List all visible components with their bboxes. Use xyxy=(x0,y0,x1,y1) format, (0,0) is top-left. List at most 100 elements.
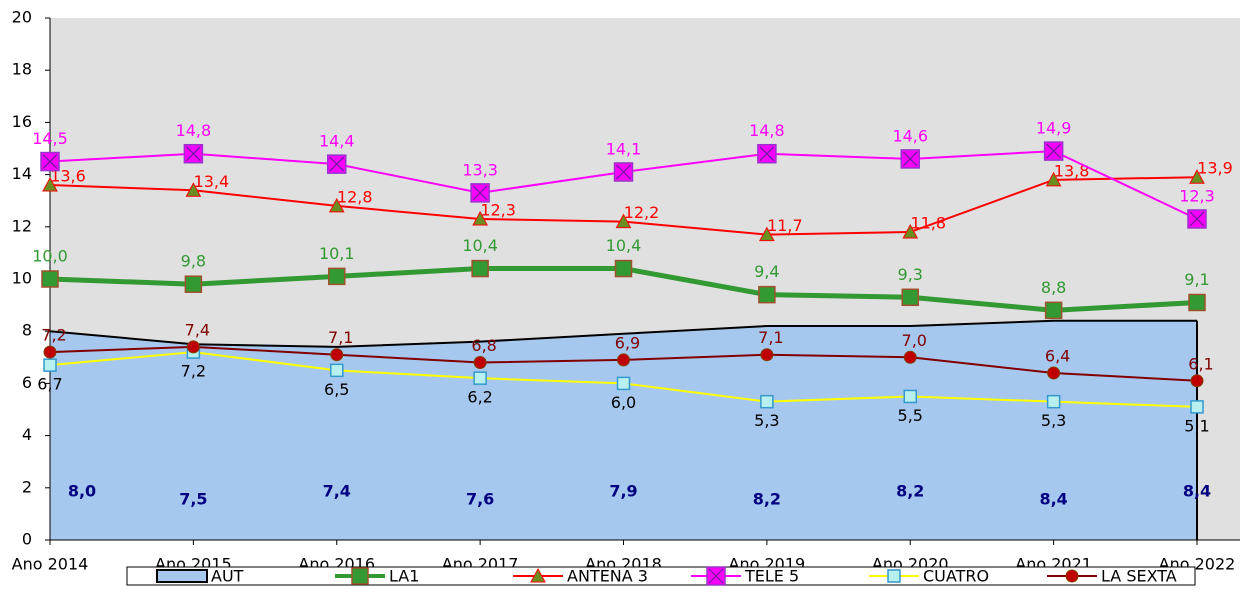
marker-shape xyxy=(186,340,200,354)
data-label: 8,2 xyxy=(753,490,781,509)
data-label: 8,4 xyxy=(1183,482,1211,501)
marker xyxy=(40,151,60,172)
marker xyxy=(757,143,777,164)
marker xyxy=(613,162,634,182)
data-label: 13,9 xyxy=(1197,159,1233,178)
marker-shape xyxy=(615,213,632,229)
legend-label: AUT xyxy=(211,567,244,586)
marker-x xyxy=(759,146,775,162)
y-tick-label: 10 xyxy=(12,269,32,288)
marker xyxy=(1047,366,1061,380)
marker xyxy=(1045,171,1062,187)
marker xyxy=(328,267,346,286)
marker-shape xyxy=(473,356,487,370)
marker-x xyxy=(1046,143,1062,159)
marker-x xyxy=(708,568,724,584)
data-label: 14,4 xyxy=(319,132,355,151)
marker-shape xyxy=(471,259,489,278)
data-label: 8,8 xyxy=(1041,278,1066,297)
data-label: 13,8 xyxy=(1054,161,1090,180)
marker-shape xyxy=(887,569,901,583)
data-label: 6,5 xyxy=(324,380,349,399)
data-label: 10,4 xyxy=(606,236,642,255)
data-label: 8,0 xyxy=(68,482,96,501)
legend-swatch xyxy=(156,569,208,583)
marker xyxy=(900,149,920,169)
marker-shape xyxy=(758,285,776,304)
marker xyxy=(43,358,57,372)
marker xyxy=(1065,569,1079,583)
marker-shape xyxy=(41,270,59,288)
marker xyxy=(184,275,203,293)
data-label: 7,2 xyxy=(181,362,206,381)
legend-label: LA1 xyxy=(389,567,419,586)
data-label: 8,4 xyxy=(1039,490,1067,509)
data-label: 11,8 xyxy=(910,214,946,233)
legend xyxy=(126,566,1196,586)
marker-shape xyxy=(1046,394,1061,409)
marker-x xyxy=(42,154,58,169)
marker xyxy=(330,348,344,362)
marker-shape xyxy=(1047,366,1061,380)
marker xyxy=(1043,141,1064,161)
marker xyxy=(903,350,917,364)
x-tick-label: Ano 2014 xyxy=(12,555,89,574)
data-label: 12,2 xyxy=(624,203,660,222)
marker xyxy=(185,182,202,197)
marker xyxy=(42,176,58,192)
data-label: 12,3 xyxy=(1179,186,1215,205)
data-label: 7,9 xyxy=(609,482,637,501)
data-label: 13,4 xyxy=(194,172,230,191)
marker-shape xyxy=(1190,374,1204,388)
marker-x xyxy=(472,185,488,201)
marker xyxy=(903,389,917,404)
data-label: 14,5 xyxy=(32,129,68,148)
marker xyxy=(1188,293,1206,312)
marker-shape xyxy=(614,259,633,278)
data-label: 7,2 xyxy=(41,326,66,345)
data-label: 10,1 xyxy=(319,244,355,263)
y-tick-label: 20 xyxy=(12,8,32,27)
marker xyxy=(1046,394,1061,409)
y-tick-label: 16 xyxy=(12,112,32,131)
marker-shape xyxy=(1188,293,1206,312)
marker xyxy=(471,259,489,278)
marker xyxy=(887,569,901,583)
marker-shape xyxy=(1045,171,1062,187)
y-tick-label: 18 xyxy=(12,60,32,79)
marker xyxy=(902,223,919,239)
data-label: 14,6 xyxy=(892,126,928,145)
marker-shape xyxy=(1044,301,1063,320)
y-tick-label: 6 xyxy=(22,373,32,392)
data-label: 6,8 xyxy=(471,336,496,355)
marker xyxy=(183,143,204,164)
y-tick-label: 2 xyxy=(22,477,32,496)
data-label: 7,1 xyxy=(328,328,353,347)
marker-shape xyxy=(185,182,202,197)
data-label: 11,7 xyxy=(767,216,803,235)
marker-shape xyxy=(616,376,631,391)
marker-shape xyxy=(760,394,774,409)
data-label: 9,4 xyxy=(754,262,779,281)
marker-shape xyxy=(328,267,346,286)
marker-shape xyxy=(184,275,203,293)
marker xyxy=(43,345,57,359)
legend-label: ANTENA 3 xyxy=(567,567,648,586)
y-tick-label: 0 xyxy=(22,530,32,549)
data-label: 12,3 xyxy=(480,200,516,219)
y-tick-label: 4 xyxy=(22,425,32,444)
marker xyxy=(473,356,487,370)
marker xyxy=(1190,374,1204,388)
y-tick-label: 14 xyxy=(12,164,32,183)
marker-x xyxy=(616,164,631,180)
marker xyxy=(616,376,631,391)
marker xyxy=(472,210,488,226)
data-label: 5,3 xyxy=(754,411,779,430)
marker-x xyxy=(902,151,918,167)
marker xyxy=(617,353,630,367)
marker xyxy=(351,567,369,585)
marker xyxy=(330,363,344,378)
data-label: 10,4 xyxy=(462,236,498,255)
marker xyxy=(759,226,775,242)
